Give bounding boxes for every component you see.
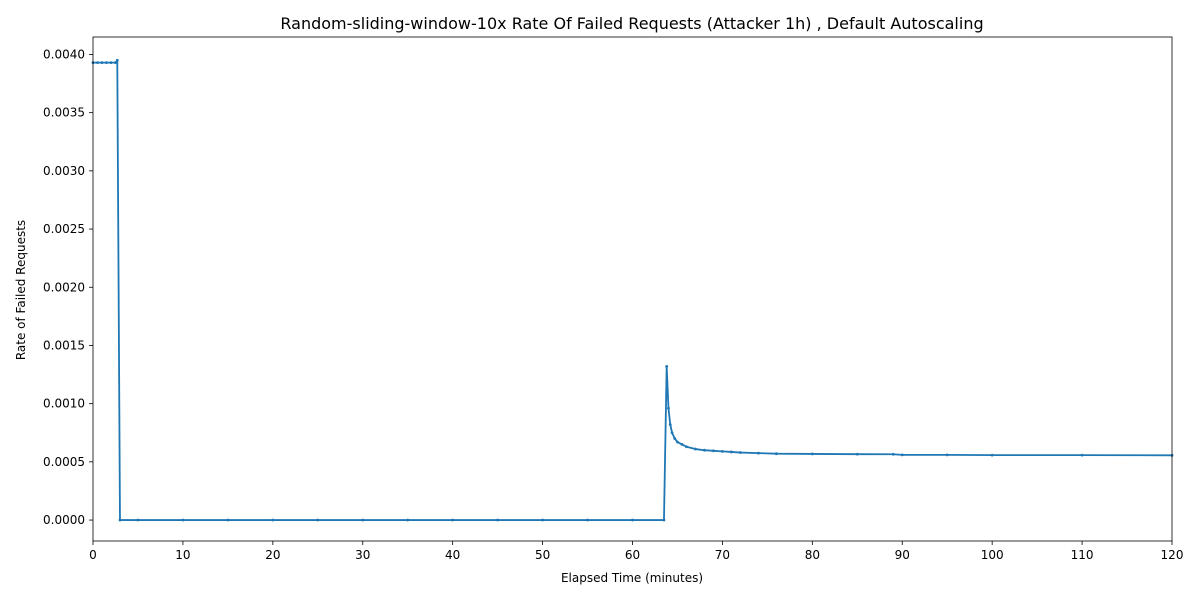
data-point <box>1080 453 1084 457</box>
data-point <box>703 448 706 452</box>
series-line <box>93 59 1173 521</box>
data-point <box>115 58 119 62</box>
data-point <box>670 431 674 435</box>
y-tick-label: 0.0025 <box>43 222 85 236</box>
x-tick-label: 60 <box>625 548 640 562</box>
data-point <box>136 518 140 522</box>
data-point <box>680 442 684 446</box>
data-point <box>730 450 733 454</box>
data-point <box>712 449 715 453</box>
y-tick-label: 0.0040 <box>43 47 85 61</box>
plot-area <box>91 36 1174 542</box>
data-point <box>226 518 230 522</box>
data-point <box>271 518 275 522</box>
x-tick-label: 90 <box>895 548 910 562</box>
data-point <box>668 423 672 427</box>
x-tick-label: 100 <box>981 548 1004 562</box>
x-tick-label: 30 <box>355 548 370 562</box>
data-point <box>586 518 589 522</box>
y-tick-label: 0.0035 <box>43 106 85 120</box>
data-point <box>900 453 904 457</box>
data-point <box>756 451 760 455</box>
data-point <box>739 451 742 454</box>
data-point <box>114 61 117 65</box>
data-point <box>667 406 670 410</box>
y-tick-label: 0.0000 <box>43 513 85 527</box>
data-point <box>721 449 724 453</box>
y-tick-label: 0.0020 <box>43 280 85 294</box>
data-point <box>694 447 697 451</box>
data-point <box>406 518 410 522</box>
x-tick-label: 40 <box>445 548 460 562</box>
x-tick-label: 20 <box>265 548 280 562</box>
data-point <box>855 452 859 456</box>
data-point <box>316 518 320 522</box>
data-point <box>673 437 677 440</box>
chart-title: Random-sliding-window-10x Rate Of Failed… <box>280 14 983 33</box>
data-point <box>891 452 895 456</box>
data-point <box>662 518 666 522</box>
y-tick-label: 0.0010 <box>43 397 85 411</box>
data-point <box>100 61 104 65</box>
data-point <box>810 452 814 456</box>
x-tick-label: 10 <box>175 548 190 562</box>
x-tick-label: 50 <box>535 548 550 562</box>
data-point <box>990 453 994 457</box>
x-axis: 0 10 20 30 40 50 60 70 80 90 100 110 120 <box>89 541 1183 562</box>
data-point <box>496 518 500 522</box>
y-tick-label: 0.0015 <box>43 338 85 352</box>
data-point <box>451 518 455 522</box>
data-point <box>109 61 113 65</box>
data-point <box>945 453 949 457</box>
data-point <box>541 518 544 522</box>
data-point <box>631 518 634 522</box>
y-tick-label: 0.0030 <box>43 164 85 178</box>
data-point <box>118 518 122 522</box>
data-point <box>181 518 185 522</box>
x-tick-label: 70 <box>715 548 730 562</box>
x-tick-label: 120 <box>1161 548 1184 562</box>
x-axis-label: Elapsed Time (minutes) <box>561 571 703 585</box>
x-tick-label: 80 <box>805 548 820 562</box>
data-point <box>96 61 99 65</box>
x-tick-label: 110 <box>1071 548 1094 562</box>
y-tick-label: 0.0005 <box>43 455 85 469</box>
series-layer <box>91 58 1174 522</box>
data-point <box>665 365 669 368</box>
data-point <box>676 440 679 444</box>
x-tick-label: 0 <box>89 548 97 562</box>
plot-frame <box>92 36 1173 542</box>
data-point <box>685 445 688 449</box>
data-point <box>361 518 365 522</box>
y-axis: 0.0000 0.0005 0.0010 0.0015 0.0020 0.0025 0.00… <box>43 47 93 527</box>
data-point <box>105 61 108 65</box>
y-axis-label: Rate of Failed Requests <box>14 220 28 360</box>
data-point <box>774 452 778 456</box>
